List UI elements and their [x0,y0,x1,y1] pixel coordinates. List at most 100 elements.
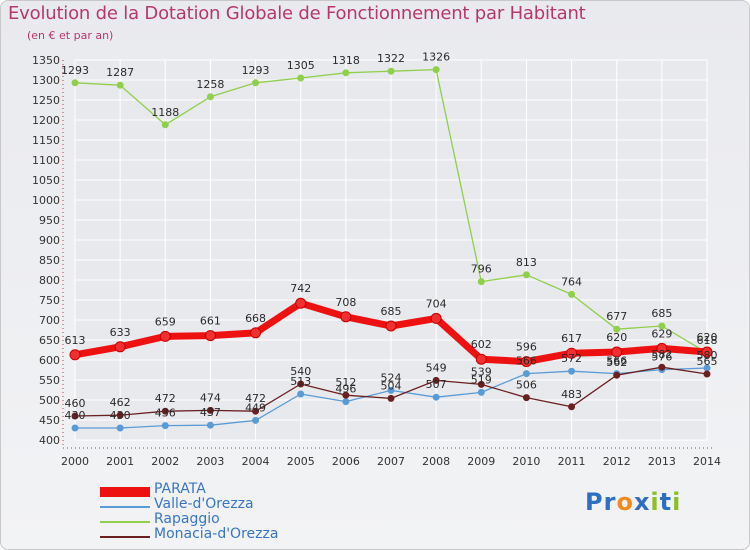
data-point-rapaggio [342,69,350,77]
data-point-parata [701,346,713,358]
data-point-monacia-d-orezza [252,407,260,415]
x-tick-label: 2007 [377,455,405,468]
y-tick-label: 700 [39,314,60,327]
data-point-valle-d-orezza [342,398,350,406]
legend-swatch-valle-d-orezza [100,506,150,508]
data-point-valle-d-orezza [387,386,395,394]
data-label-parata: 620 [606,331,627,344]
data-label-rapaggio: 618 [697,334,718,347]
logo-letter: r [603,488,617,516]
data-label-rapaggio: 1322 [377,52,405,65]
legend-label-rapaggio: Rapaggio [154,511,220,527]
data-label-parata: 620 [697,331,718,344]
axes: 400 450 500 550 600 650 700 750 800 850 900 950 1000… [32,54,721,468]
data-label-monacia-d-orezza: 474 [200,391,221,404]
data-label-parata: 708 [335,296,356,309]
x-tick-label: 2014 [693,455,721,468]
data-point-rapaggio [252,79,260,87]
data-label-parata: 742 [290,282,311,295]
data-label-monacia-d-orezza: 506 [516,379,537,392]
data-point-parata [520,356,532,368]
data-point-valle-d-orezza [206,421,214,429]
x-tick-label: 2006 [332,455,360,468]
legend-swatch-parata [100,487,150,497]
x-tick-label: 2013 [648,455,676,468]
x-tick-label: 2001 [106,455,134,468]
data-label-valle-d-orezza: 436 [155,407,176,420]
data-label-parata: 629 [651,327,672,340]
data-point-parata [656,342,668,354]
data-point-valle-d-orezza [71,424,79,432]
legend-swatch-rapaggio [100,521,150,523]
data-point-monacia-d-orezza [161,407,169,415]
data-label-rapaggio: 1287 [106,66,134,79]
x-tick-label: 2004 [242,455,270,468]
chart-title: Evolution de la Dotation Globale de Fonc… [8,3,586,24]
data-label-valle-d-orezza: 496 [335,383,356,396]
data-label-parata: 633 [110,326,131,339]
data-point-rapaggio [116,81,124,89]
data-label-rapaggio: 796 [471,263,492,276]
data-label-monacia-d-orezza: 472 [155,392,176,405]
y-tick-label: 400 [39,434,60,447]
data-label-valle-d-orezza: 430 [110,409,131,422]
y-tick-label: 1050 [32,174,60,187]
data-point-parata [340,311,352,323]
logo-letter: t [659,488,673,516]
data-label-monacia-d-orezza: 472 [245,392,266,405]
y-tick-label: 850 [39,254,60,267]
y-tick-label: 800 [39,274,60,287]
data-point-parata [204,330,216,342]
data-label-monacia-d-orezza: 540 [290,365,311,378]
logo-letter: i [672,488,682,516]
data-point-rapaggio [432,66,440,74]
data-label-rapaggio: 1326 [422,51,450,64]
data-point-rapaggio [658,322,666,330]
data-label-rapaggio: 764 [561,275,582,288]
data-label-rapaggio: 685 [651,307,672,320]
data-point-monacia-d-orezza [568,403,576,411]
data-label-rapaggio: 813 [516,256,537,269]
data-label-monacia-d-orezza: 549 [426,361,447,374]
y-tick-label: 1350 [32,54,60,67]
data-point-valle-d-orezza [522,370,530,378]
y-tick-label: 750 [39,294,60,307]
legend-label-monacia-d-orezza: Monacia-d'Orezza [154,526,279,542]
data-point-monacia-d-orezza [658,363,666,371]
data-point-monacia-d-orezza [342,391,350,399]
proxiti-logo: Proxiti [585,488,681,516]
legend-swatch-monacia-d-orezza [100,536,150,538]
logo-letter: x [633,488,651,516]
data-point-parata [430,312,442,324]
data-point-rapaggio [568,290,576,298]
series-lines [69,66,713,432]
data-point-parata [250,327,262,339]
y-tick-label: 1000 [32,194,60,207]
x-tick-label: 2002 [151,455,179,468]
data-point-parata [295,297,307,309]
data-point-parata [159,330,171,342]
y-tick-label: 600 [39,354,60,367]
x-tick-label: 2003 [196,455,224,468]
data-point-valle-d-orezza [252,416,260,424]
data-point-parata [114,341,126,353]
data-point-valle-d-orezza [477,388,485,396]
x-tick-label: 2005 [287,455,315,468]
data-label-rapaggio: 1293 [242,64,270,77]
data-label-parata: 613 [65,334,86,347]
data-label-monacia-d-orezza: 504 [381,379,402,392]
data-label-valle-d-orezza: 507 [426,378,447,391]
data-point-parata [566,347,578,359]
data-label-monacia-d-orezza: 582 [651,348,672,361]
y-tick-label: 1250 [32,94,60,107]
data-label-valle-d-orezza: 437 [200,406,221,419]
data-label-parata: 617 [561,332,582,345]
data-point-parata [611,346,623,358]
data-label-valle-d-orezza: 580 [697,349,718,362]
data-point-monacia-d-orezza [387,394,395,402]
data-point-monacia-d-orezza [116,411,124,419]
data-label-valle-d-orezza: 524 [381,371,402,384]
data-point-valle-d-orezza [161,422,169,430]
gridlines [74,59,708,441]
